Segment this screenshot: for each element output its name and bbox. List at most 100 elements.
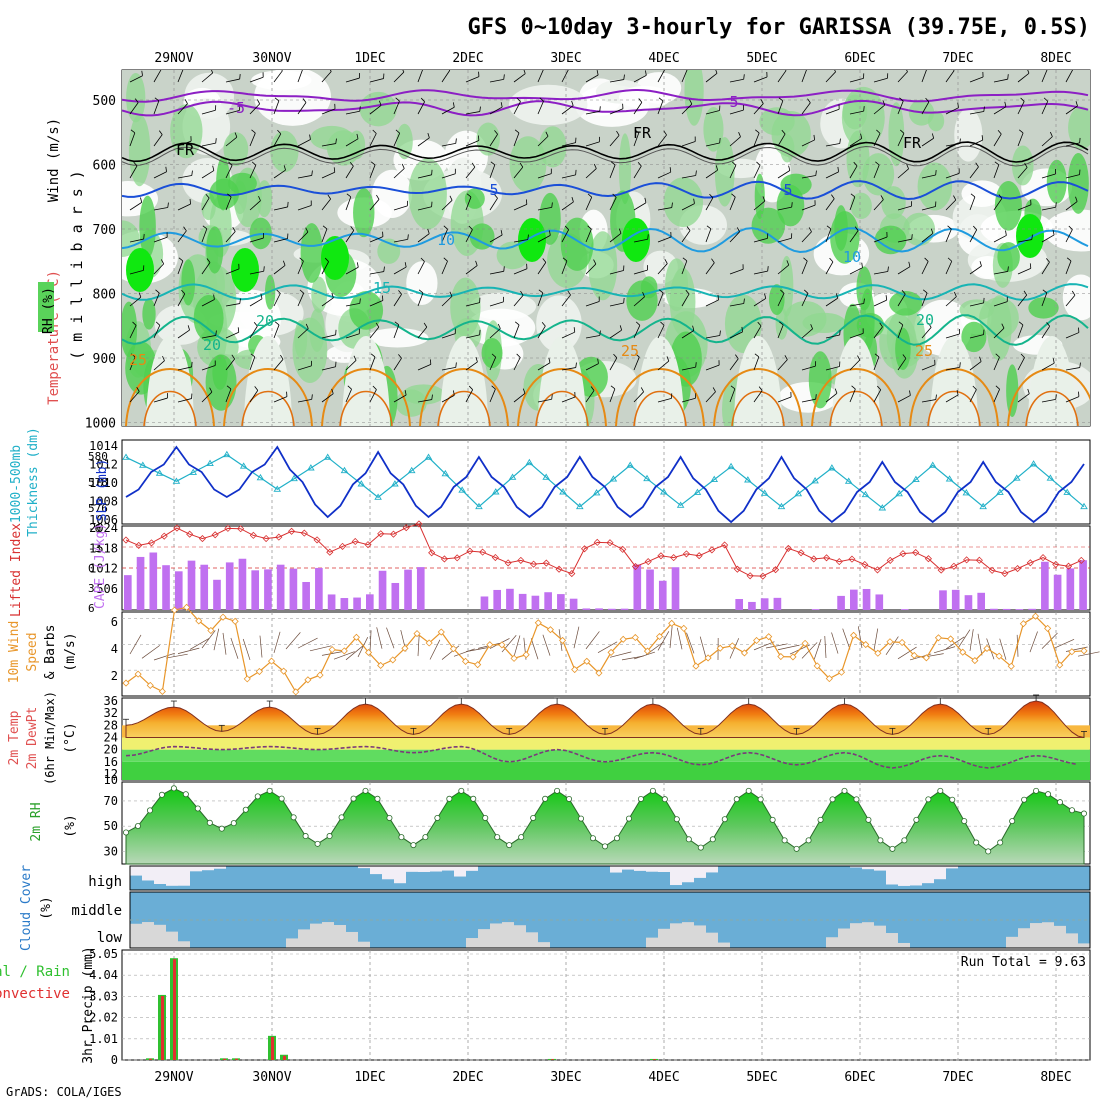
date-label-bottom: 6DEC	[844, 1070, 875, 1085]
rh-point	[302, 833, 309, 840]
rh-point	[625, 815, 632, 822]
date-label-top: 2DEC	[452, 51, 483, 66]
li-point	[733, 565, 741, 573]
contour-minus5-upper	[122, 88, 1089, 103]
millibars-axis-label: ( m i l l i b a r s )	[68, 170, 86, 360]
thickness-point	[290, 474, 298, 482]
rh-point	[470, 795, 477, 802]
rh-point	[841, 787, 848, 794]
rh-point	[1009, 818, 1016, 825]
cape-bar	[200, 564, 209, 610]
wind-point	[292, 688, 300, 696]
cape-bar	[251, 570, 260, 610]
li-point	[810, 555, 818, 563]
li-point	[797, 549, 805, 557]
axis-tick: 30	[104, 844, 118, 858]
wind-point	[716, 644, 724, 652]
cape-bar	[544, 592, 552, 610]
li-point	[873, 566, 882, 574]
li-point	[848, 555, 856, 563]
wind-point	[267, 657, 276, 665]
low-cloud-bar	[682, 922, 694, 948]
wind-point	[170, 606, 179, 614]
axis-tick: -6	[88, 522, 101, 535]
axis-tick: 1008	[89, 495, 118, 509]
wind-point	[195, 617, 203, 625]
precip-convective-bar	[653, 1059, 656, 1060]
rh-point	[877, 837, 884, 844]
wind-point	[546, 626, 554, 634]
rh-point	[506, 842, 513, 849]
li-point	[1077, 556, 1085, 564]
axis-tick: 3.03	[89, 989, 118, 1003]
wind-point	[765, 633, 773, 641]
slp-line	[125, 445, 1085, 524]
li-point	[899, 550, 907, 558]
rh-point	[853, 796, 860, 803]
wind-point	[571, 665, 579, 674]
li-point	[326, 548, 334, 556]
high-cloud-bar	[370, 866, 382, 875]
high-cloud-bar	[898, 866, 910, 886]
precip-axis-label: 3hr Precip (mm)	[81, 946, 96, 1063]
high-cloud-bar	[610, 866, 622, 873]
axis-tick: 0	[111, 1053, 118, 1067]
wind-point	[316, 671, 324, 679]
thickness-point	[491, 488, 500, 495]
axis-tick: 36	[104, 694, 118, 708]
rh2m-panel: 70 50 30 2m RH (%)	[29, 781, 1091, 865]
contour-label: 15	[373, 279, 391, 297]
cape-bar	[658, 580, 667, 610]
cape-bar	[595, 608, 603, 610]
thickness-point	[912, 475, 920, 483]
li-point	[160, 532, 168, 540]
thickness-point	[542, 473, 550, 480]
rh-point	[865, 816, 872, 823]
axis-tick: 3	[88, 582, 95, 595]
rh-point	[949, 796, 956, 803]
wind-point	[825, 675, 833, 683]
cloud-level-high: high	[88, 874, 122, 890]
low-cloud-bar	[466, 938, 478, 948]
high-cloud-bar	[166, 866, 178, 886]
cape-bar	[1015, 609, 1024, 610]
run-total: Run Total = 9.63	[961, 955, 1086, 970]
high-cloud-bar	[862, 866, 874, 870]
cape-bars	[124, 552, 1087, 610]
wind-point	[461, 657, 470, 665]
wind-point	[1068, 648, 1076, 656]
contour-label: 20	[916, 311, 934, 329]
li-point	[237, 525, 245, 533]
low-cloud-bar	[646, 937, 658, 948]
cape-bar	[582, 608, 591, 610]
rh-point	[386, 814, 393, 821]
rh-point	[925, 796, 932, 803]
date-label-top: 7DEC	[942, 51, 973, 66]
rh-point	[434, 814, 441, 821]
slp-label: SLP (mb)	[95, 459, 110, 522]
high-cloud-bar	[154, 866, 166, 885]
pressure-tick: 600	[93, 159, 116, 174]
high-cloud-bar	[682, 866, 694, 883]
rh-point	[482, 814, 489, 821]
wind-point	[122, 679, 130, 687]
wind-barbs	[129, 70, 1081, 403]
rh-point	[458, 787, 465, 794]
precip-convective-bar	[161, 995, 164, 1060]
rh-legend-swatch	[38, 282, 54, 332]
contour-10	[122, 227, 1089, 254]
contour-25	[517, 368, 607, 426]
rh-point	[937, 787, 944, 794]
axis-tick: 6	[111, 615, 118, 629]
cloud-cover-label: Cloud Cover	[19, 865, 34, 951]
li-point	[186, 530, 194, 538]
rh2m-label: 2m RH	[29, 802, 44, 841]
date-label-bottom: 1DEC	[354, 1070, 385, 1085]
li-point	[950, 562, 958, 570]
li-point	[249, 531, 257, 539]
thickness-point	[996, 488, 1004, 495]
cape-bar	[289, 568, 298, 610]
cape-bar	[174, 571, 183, 610]
date-label-bottom: 3DEC	[550, 1070, 581, 1085]
rh-point	[374, 795, 381, 802]
